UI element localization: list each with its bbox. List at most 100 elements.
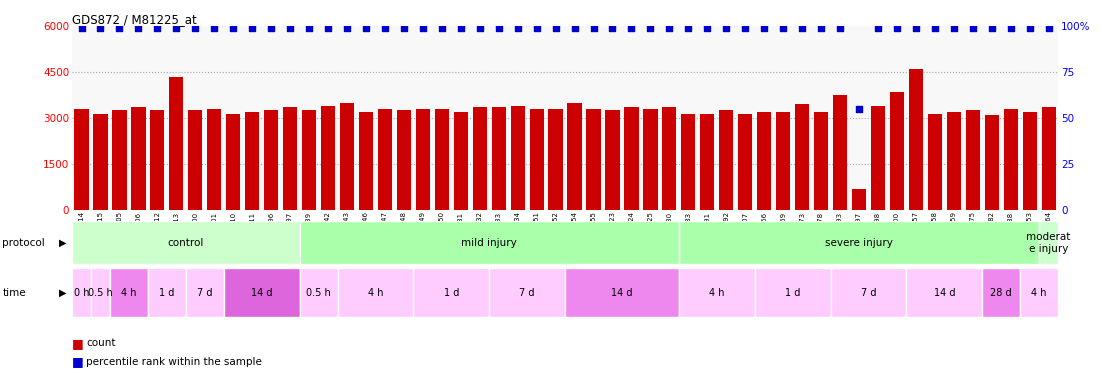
Text: count: count [86,338,116,348]
Bar [1039,221,1058,264]
Bar [245,112,259,210]
Point [604,25,622,31]
Point [186,25,204,31]
Bar [530,109,544,210]
Text: ▶: ▶ [60,238,66,248]
Text: protocol: protocol [2,238,45,248]
Bar [565,268,679,317]
Text: 1 d: 1 d [443,288,459,297]
Point [338,25,356,31]
Bar [492,107,506,210]
Bar [340,103,355,210]
Bar [681,114,696,210]
Point [281,25,299,31]
Point [92,25,110,31]
Point [546,25,564,31]
Point [224,25,242,31]
Bar [72,221,299,264]
Text: ■: ■ [72,356,84,368]
Bar [93,114,107,210]
Point [205,25,223,31]
Bar [852,189,866,210]
Bar [679,268,755,317]
Bar [663,107,677,210]
Point [831,25,849,31]
Bar [207,109,222,210]
Bar [831,268,906,317]
Bar [91,268,110,317]
Bar [434,109,449,210]
Text: 1 d: 1 d [784,288,800,297]
Text: 0.5 h: 0.5 h [89,288,113,297]
Bar [738,114,752,210]
Bar [605,111,619,210]
Point [319,25,337,31]
Text: 14 d: 14 d [934,288,955,297]
Point [471,25,489,31]
Bar [321,106,335,210]
Bar [985,115,999,210]
Bar [906,268,983,317]
Point [585,25,603,31]
Bar [72,268,91,317]
Point [433,25,451,31]
Bar [453,112,468,210]
Bar [359,112,373,210]
Point [907,25,925,31]
Point [642,25,659,31]
Bar [490,268,565,317]
Text: ■: ■ [72,337,84,350]
Point [244,25,261,31]
Bar [946,112,961,210]
Bar [833,95,848,210]
Bar [283,107,297,210]
Bar [871,106,885,210]
Bar [224,268,299,317]
Bar [188,111,203,210]
Point [812,25,830,31]
Text: 4 h: 4 h [121,288,136,297]
Point [376,25,393,31]
Text: 28 d: 28 d [991,288,1012,297]
Bar [586,109,601,210]
Text: severe injury: severe injury [825,238,893,248]
Point [850,106,868,112]
Bar [147,268,186,317]
Text: moderat
e injury: moderat e injury [1026,232,1070,254]
Point [73,25,91,31]
Bar [966,111,979,210]
Point [490,25,507,31]
Point [698,25,716,31]
Text: 0.5 h: 0.5 h [306,288,331,297]
Bar [890,92,904,210]
Point [111,25,129,31]
Bar [112,111,126,210]
Bar [567,103,582,210]
Point [737,25,755,31]
Bar [299,221,679,264]
Bar [1020,268,1058,317]
Bar [110,268,147,317]
Point [717,25,735,31]
Bar [299,268,338,317]
Text: ▶: ▶ [60,288,66,297]
Text: 4 h: 4 h [1032,288,1047,297]
Point [148,25,166,31]
Bar [679,221,1039,264]
Bar [624,107,638,210]
Point [300,25,318,31]
Bar [473,107,486,210]
Point [793,25,811,31]
Text: 4 h: 4 h [368,288,383,297]
Text: 7 d: 7 d [861,288,876,297]
Bar [757,112,771,210]
Point [452,25,470,31]
Point [1039,25,1057,31]
Point [964,25,982,31]
Text: GDS872 / M81225_at: GDS872 / M81225_at [72,13,197,26]
Text: 7 d: 7 d [197,288,213,297]
Text: time: time [2,288,25,297]
Bar [1023,112,1037,210]
Bar [170,77,184,210]
Text: 0 h: 0 h [74,288,90,297]
